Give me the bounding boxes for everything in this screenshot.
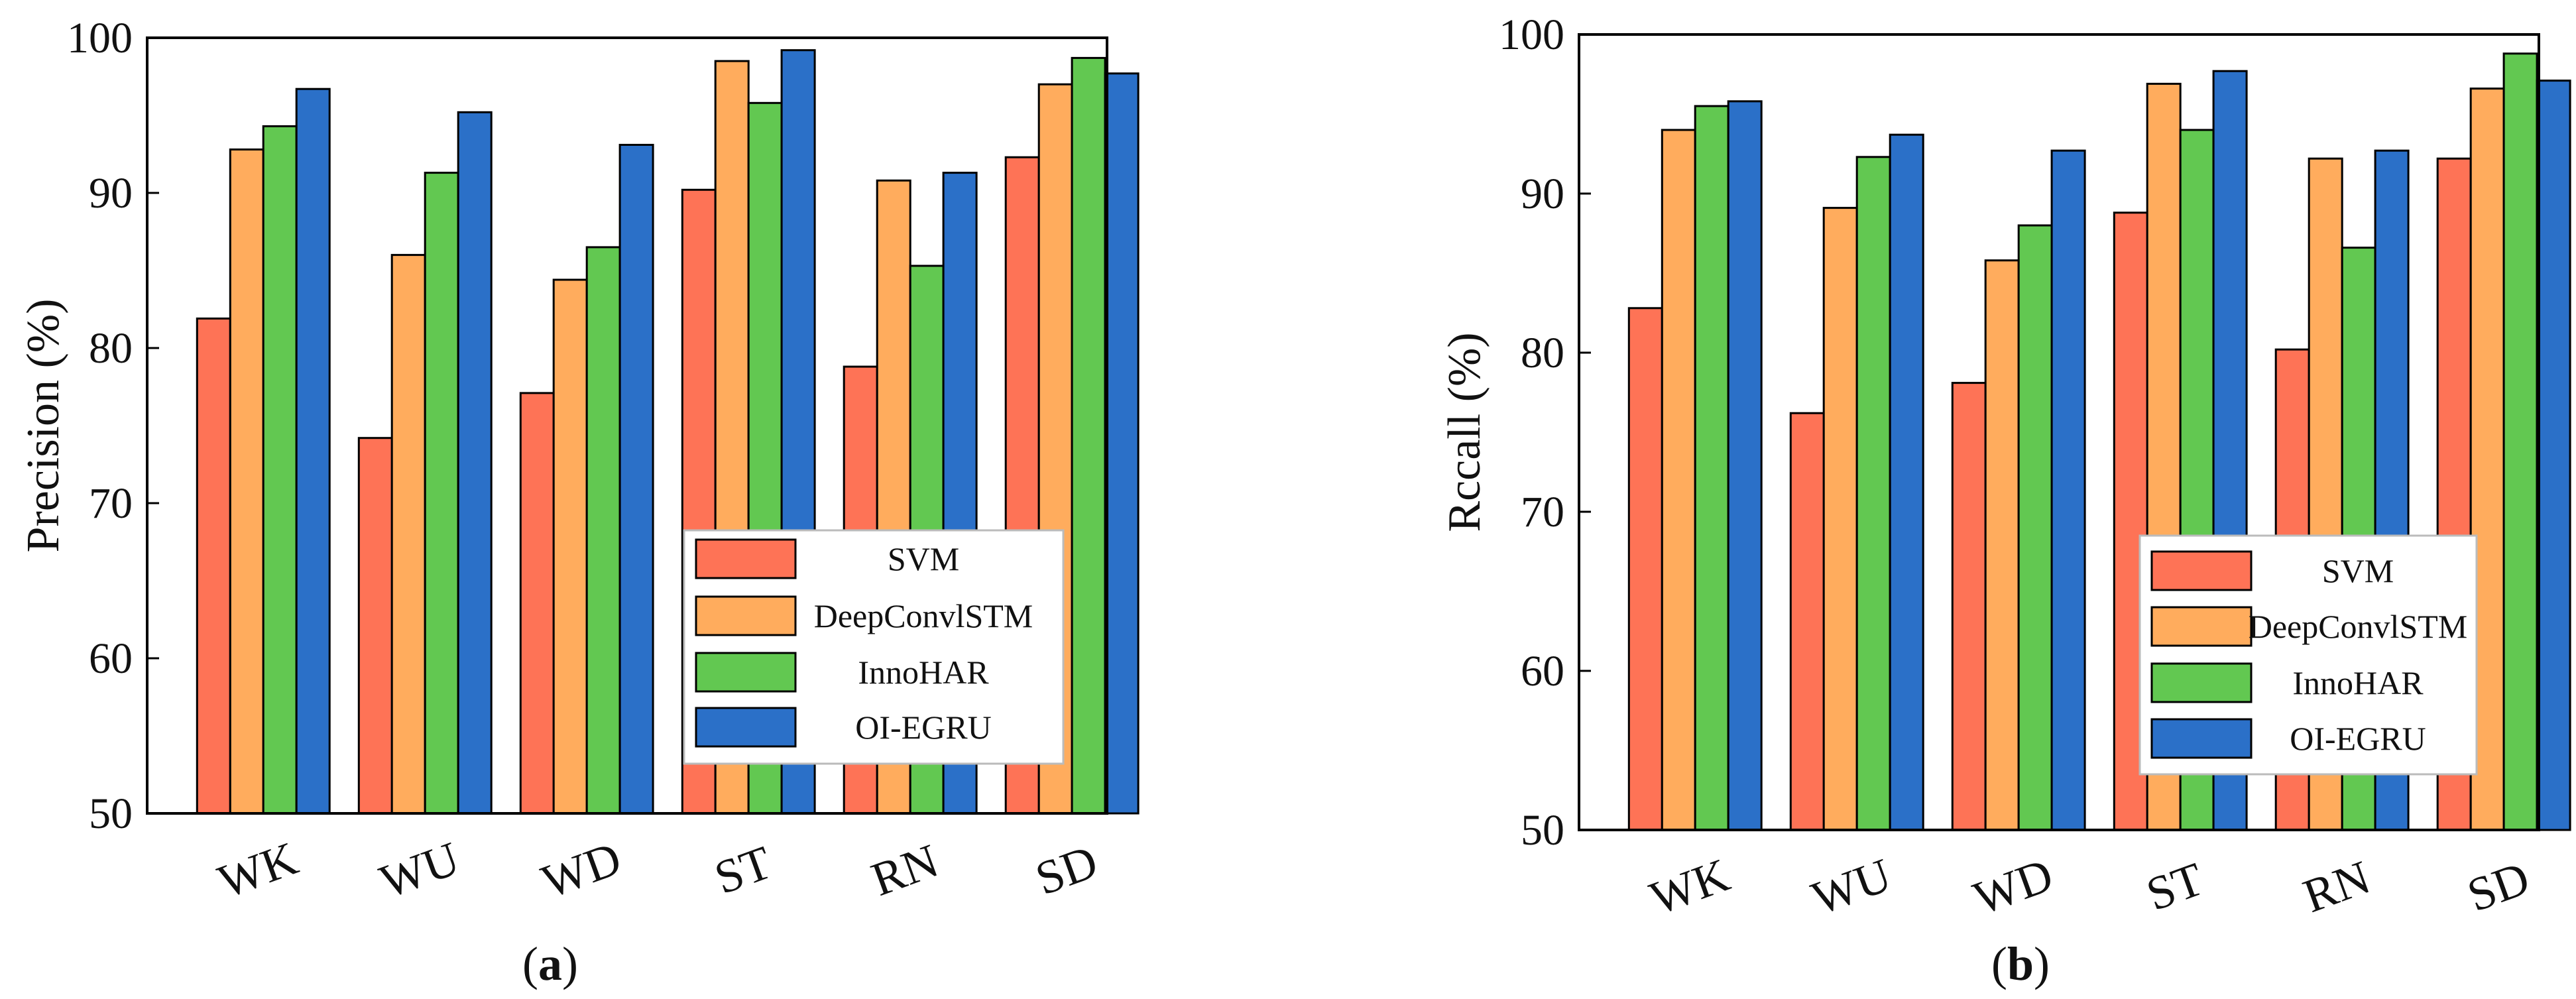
precision-bar-wu-svm bbox=[357, 437, 393, 815]
precision-x-tick-sd: SD bbox=[1029, 835, 1104, 906]
precision-caption-letter: a bbox=[538, 937, 562, 990]
precision-plot-frame bbox=[146, 36, 1108, 815]
recall-x-tick-wd: WD bbox=[1967, 848, 2060, 925]
recall-caption-letter: b bbox=[2007, 937, 2034, 990]
precision-legend-label-deepconvlstm: DeepConvlSTM bbox=[814, 597, 1033, 634]
recall-bar-wk-oi-egru bbox=[1727, 100, 1763, 831]
recall-x-tick-wu: WU bbox=[1805, 848, 1898, 925]
recall-bar-sd-innohar bbox=[2502, 52, 2538, 831]
recall-legend-label-innohar: InnoHAR bbox=[2292, 664, 2424, 701]
precision-legend-swatch-innohar bbox=[695, 652, 797, 693]
recall-bar-wk-deepconvlstm bbox=[1661, 129, 1696, 831]
precision-legend-label-svm: SVM bbox=[888, 540, 959, 577]
recall-legend-swatch-innohar bbox=[2150, 662, 2253, 703]
precision-bar-wk-oi-egru bbox=[295, 88, 331, 815]
precision-bar-wu-oi-egru bbox=[457, 111, 493, 815]
recall-bar-wk-svm bbox=[1627, 307, 1663, 831]
precision-legend-label-innohar: InnoHAR bbox=[858, 654, 989, 691]
precision-y-axis-label: Precision (%) bbox=[18, 299, 69, 553]
recall-y-tick-90: 90 bbox=[1521, 170, 1564, 218]
recall-caption-close: ) bbox=[2034, 937, 2050, 990]
recall-bar-wu-deepconvlstm bbox=[1822, 207, 1858, 831]
precision-x-tick-st: ST bbox=[708, 835, 778, 904]
recall-bar-wd-deepconvlstm bbox=[1984, 259, 2020, 831]
precision-bar-wk-innohar bbox=[262, 125, 298, 815]
recall-y-axis: 50 60 70 80 90 100 bbox=[1499, 11, 1591, 854]
recall-caption: (b) bbox=[1991, 937, 2050, 990]
recall-legend-label-oi-egru: OI-EGRU bbox=[2290, 720, 2426, 757]
precision-bar-wd-oi-egru bbox=[618, 144, 654, 815]
precision-legend-swatch-svm bbox=[695, 538, 797, 579]
recall-legend: SVM DeepConvlSTM InnoHAR OI-EGRU bbox=[2138, 534, 2478, 776]
recall-bar-wd-svm bbox=[1951, 382, 1987, 831]
precision-bar-wk-svm bbox=[196, 318, 231, 815]
precision-caption-close: ) bbox=[562, 937, 578, 990]
precision-bar-sd-oi-egru bbox=[1104, 72, 1140, 815]
precision-bar-sd-innohar bbox=[1071, 56, 1106, 815]
recall-legend-swatch-oi-egru bbox=[2150, 718, 2253, 759]
recall-plot-frame bbox=[1578, 33, 2540, 831]
recall-bar-wu-oi-egru bbox=[1889, 133, 1924, 831]
recall-y-tick-60: 60 bbox=[1521, 647, 1564, 695]
recall-bars bbox=[1627, 52, 2571, 831]
precision-y-tick-50: 50 bbox=[89, 790, 133, 838]
precision-chart: 50 60 70 80 90 100 WK WU WD ST RN SD Precision (%)… bbox=[18, 14, 1140, 990]
recall-bar-wk-innohar bbox=[1694, 105, 1729, 831]
recall-legend-swatch-deepconvlstm bbox=[2150, 606, 2253, 647]
recall-legend-label-svm: SVM bbox=[2322, 552, 2394, 589]
recall-y-tick-80: 80 bbox=[1521, 329, 1564, 377]
precision-bar-wu-deepconvlstm bbox=[390, 254, 426, 815]
recall-x-tick-wk: WK bbox=[1643, 848, 1736, 925]
precision-y-tick-80: 80 bbox=[89, 324, 133, 373]
recall-x-tick-sd: SD bbox=[2461, 851, 2536, 922]
precision-bar-wd-svm bbox=[519, 392, 555, 815]
precision-y-tick-90: 90 bbox=[89, 169, 133, 217]
precision-bar-wu-innohar bbox=[424, 172, 459, 815]
recall-legend-label-deepconvlstm: DeepConvlSTM bbox=[2249, 608, 2468, 645]
recall-x-tick-st: ST bbox=[2140, 852, 2210, 921]
precision-x-tick-wk: WK bbox=[211, 831, 304, 908]
recall-x-tick-rn: RN bbox=[2296, 851, 2376, 923]
precision-bar-wd-innohar bbox=[585, 246, 621, 815]
precision-x-axis: WK WU WD ST RN SD bbox=[211, 831, 1104, 908]
recall-caption-open: ( bbox=[1991, 937, 2007, 990]
recall-bar-sd-oi-egru bbox=[2536, 80, 2571, 831]
recall-bar-wu-svm bbox=[1789, 412, 1825, 831]
recall-y-tick-100: 100 bbox=[1499, 11, 1564, 59]
recall-bar-wd-oi-egru bbox=[2050, 149, 2086, 831]
precision-caption: (a) bbox=[522, 937, 578, 990]
recall-y-tick-50: 50 bbox=[1521, 806, 1564, 854]
recall-x-axis: WK WU WD ST RN SD bbox=[1643, 848, 2536, 925]
precision-x-tick-wd: WD bbox=[535, 831, 628, 908]
precision-legend-swatch-oi-egru bbox=[695, 707, 797, 748]
precision-y-tick-100: 100 bbox=[67, 14, 133, 62]
precision-y-tick-70: 70 bbox=[89, 479, 133, 528]
precision-legend-swatch-deepconvlstm bbox=[695, 595, 797, 636]
precision-y-tick-60: 60 bbox=[89, 634, 133, 683]
recall-chart: 50 60 70 80 90 100 WK WU WD ST RN SD Rccall (%) SV… bbox=[1439, 11, 2571, 990]
precision-legend-label-oi-egru: OI-EGRU bbox=[855, 709, 992, 746]
precision-caption-open: ( bbox=[522, 937, 538, 990]
precision-legend: SVM DeepConvlSTM InnoHAR OI-EGRU bbox=[683, 529, 1065, 765]
recall-bar-wd-innohar bbox=[2017, 224, 2053, 831]
precision-x-tick-wu: WU bbox=[373, 831, 466, 908]
recall-y-tick-70: 70 bbox=[1521, 488, 1564, 536]
precision-bar-wd-deepconvlstm bbox=[552, 278, 588, 815]
recall-bar-wu-innohar bbox=[1855, 156, 1891, 831]
precision-y-axis: 50 60 70 80 90 100 bbox=[67, 14, 159, 838]
recall-y-axis-label: Rccall (%) bbox=[1439, 332, 1490, 532]
precision-x-tick-rn: RN bbox=[864, 834, 945, 906]
recall-legend-swatch-svm bbox=[2150, 550, 2253, 591]
precision-bar-wk-deepconvlstm bbox=[229, 148, 264, 815]
